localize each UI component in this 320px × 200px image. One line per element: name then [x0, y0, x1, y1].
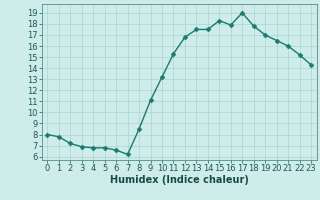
X-axis label: Humidex (Indice chaleur): Humidex (Indice chaleur) [110, 175, 249, 185]
